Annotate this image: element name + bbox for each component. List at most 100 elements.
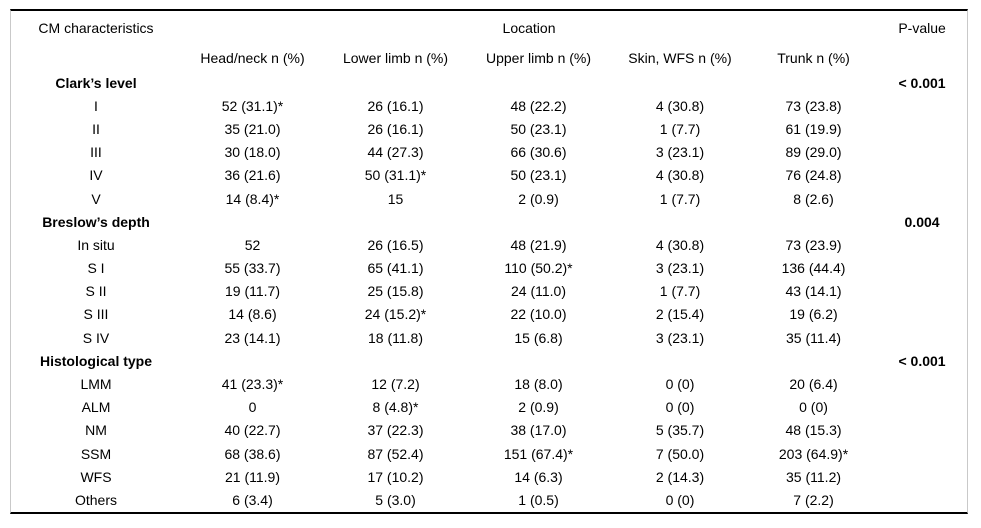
- value-cell: 0 (0): [665, 376, 695, 393]
- value-cell: 25 (15.8): [367, 283, 424, 300]
- table-row: In situ 52 26 (16.5) 48 (21.9) 4 (30.8) 73 (2…: [11, 233, 967, 256]
- col-header-skin-wfs: Skin, WFS n (%): [628, 50, 732, 66]
- empty-cell: [324, 210, 467, 233]
- value-cell: 4 (30.8): [655, 236, 705, 253]
- section-pvalue: 0.004: [904, 213, 940, 230]
- value-cell: 17 (10.2): [367, 468, 424, 485]
- row-label: IV: [89, 167, 103, 184]
- value-cell: 61 (19.9): [785, 120, 842, 137]
- value-cell: 15: [387, 190, 404, 207]
- col-header-characteristics: CM characteristics: [38, 20, 154, 36]
- value-cell: 23 (14.1): [224, 329, 281, 346]
- value-cell: 73 (23.9): [785, 236, 842, 253]
- col-header-pvalue: P-value: [898, 20, 946, 36]
- row-label: WFS: [80, 468, 112, 485]
- table-row: Others 6 (3.4) 5 (3.0) 1 (0.5) 0 (0) 7 (2.2): [11, 488, 967, 511]
- value-cell: 1 (0.5): [518, 491, 559, 508]
- value-cell: 24 (15.2)*: [364, 306, 427, 323]
- table-row: S I 55 (33.7) 65 (41.1) 110 (50.2)* 3 (23.1)…: [11, 257, 967, 280]
- melanoma-characteristics-table: CM characteristics Location P-value Head…: [10, 9, 968, 514]
- empty-pvalue-cell: [877, 164, 967, 187]
- value-cell: 5 (3.0): [375, 491, 416, 508]
- value-cell: 35 (11.4): [786, 329, 842, 346]
- row-label: S II: [85, 283, 107, 300]
- col-header-location-group: Location: [502, 20, 556, 36]
- value-cell: 3 (23.1): [655, 329, 705, 346]
- value-cell: 2 (0.9): [518, 190, 559, 207]
- value-cell: 18 (11.8): [368, 329, 423, 346]
- empty-pvalue-cell: [877, 187, 967, 210]
- value-cell: 50 (23.1): [510, 120, 567, 137]
- value-cell: 110 (50.2)*: [504, 260, 573, 277]
- value-cell: 12 (7.2): [371, 376, 420, 393]
- value-cell: 0 (0): [665, 399, 695, 416]
- table-row: IV 36 (21.6) 50 (31.1)* 50 (23.1) 4 (30.8) 76…: [11, 164, 967, 187]
- value-cell: 5 (35.7): [655, 422, 705, 439]
- value-cell: 8 (4.8)*: [372, 399, 419, 416]
- empty-pvalue-cell: [877, 94, 967, 117]
- value-cell: 50 (31.1)*: [364, 167, 427, 184]
- table-row: II 35 (21.0) 26 (16.1) 50 (23.1) 1 (7.7) 61 (…: [11, 117, 967, 140]
- table-row: WFS 21 (11.9) 17 (10.2) 14 (6.3) 2 (14.3) 35 …: [11, 465, 967, 488]
- value-cell: 76 (24.8): [785, 167, 842, 184]
- empty-pvalue-cell: [877, 396, 967, 419]
- value-cell: 21 (11.9): [225, 468, 280, 485]
- empty-pvalue-cell: [877, 488, 967, 511]
- empty-cell: [467, 210, 610, 233]
- value-cell: 35 (11.2): [786, 468, 842, 485]
- table-row: ALM 0 8 (4.8)* 2 (0.9) 0 (0) 0 (0): [11, 396, 967, 419]
- value-cell: 36 (21.6): [224, 167, 281, 184]
- value-cell: 1 (7.7): [659, 283, 701, 300]
- value-cell: 41 (23.3)*: [221, 376, 284, 393]
- value-cell: 14 (6.3): [514, 468, 563, 485]
- section-name: Histological type: [39, 352, 153, 369]
- section-name: Breslow’s depth: [42, 213, 150, 230]
- empty-cell: [324, 71, 467, 94]
- empty-cell: [750, 349, 877, 372]
- value-cell: 4 (30.8): [655, 167, 705, 184]
- value-cell: 6 (3.4): [232, 491, 273, 508]
- value-cell: 0: [248, 399, 257, 416]
- empty-pvalue-cell: [877, 465, 967, 488]
- empty-cell: [610, 210, 750, 233]
- row-label: Others: [74, 491, 117, 508]
- value-cell: 37 (22.3): [367, 422, 424, 439]
- empty-pvalue-cell: [877, 303, 967, 326]
- table-row: NM 40 (22.7) 37 (22.3) 38 (17.0) 5 (35.7) 48 …: [11, 419, 967, 442]
- empty-cell: [181, 210, 324, 233]
- value-cell: 43 (14.1): [785, 283, 842, 300]
- table-row: LMM 41 (23.3)* 12 (7.2) 18 (8.0) 0 (0) 20 (6.…: [11, 372, 967, 395]
- row-label: S IV: [82, 329, 110, 346]
- col-header-lower-limb: Lower limb n (%): [342, 50, 449, 66]
- value-cell: 4 (30.8): [655, 97, 705, 114]
- row-label: ALM: [81, 399, 111, 416]
- value-cell: 2 (14.3): [655, 468, 705, 485]
- value-cell: 87 (52.4): [367, 445, 424, 462]
- value-cell: 30 (18.0): [224, 144, 281, 161]
- empty-cell: [750, 210, 877, 233]
- col-header-head-neck: Head/neck n (%): [200, 50, 305, 66]
- header-row-groups: CM characteristics Location P-value: [11, 11, 967, 45]
- row-label: III: [90, 144, 102, 161]
- row-label: V: [91, 190, 101, 207]
- data-table: CM characteristics Location P-value Head…: [11, 11, 967, 512]
- empty-pvalue-cell: [877, 233, 967, 256]
- value-cell: 50 (23.1): [510, 167, 567, 184]
- row-label: SSM: [80, 445, 112, 462]
- value-cell: 48 (22.2): [510, 97, 567, 114]
- empty-pvalue-cell: [877, 117, 967, 140]
- subheader-empty: [11, 45, 181, 71]
- value-cell: 7 (2.2): [793, 491, 834, 508]
- section-header-row: Clark’s level < 0.001: [11, 71, 967, 94]
- row-label: S I: [87, 260, 105, 277]
- value-cell: 38 (17.0): [510, 422, 567, 439]
- row-label: I: [94, 97, 98, 114]
- value-cell: 65 (41.1): [367, 260, 424, 277]
- empty-cell: [324, 349, 467, 372]
- section-header-row: Histological type < 0.001: [11, 349, 967, 372]
- row-label: In situ: [77, 236, 115, 253]
- value-cell: 14 (8.4)*: [225, 190, 280, 207]
- section-pvalue: < 0.001: [898, 74, 946, 91]
- value-cell: 48 (21.9): [510, 236, 567, 253]
- value-cell: 26 (16.5): [367, 236, 424, 253]
